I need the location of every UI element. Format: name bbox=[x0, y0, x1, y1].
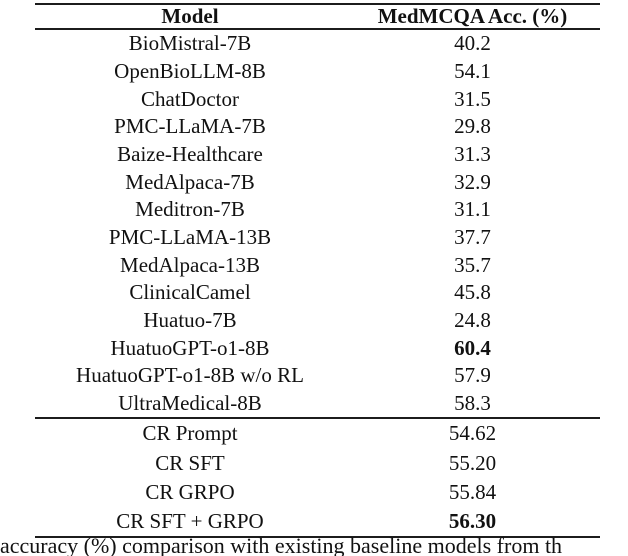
table-row: PMC-LLaMA-7B 29.8 bbox=[35, 113, 600, 141]
accuracy-cell: 54.1 bbox=[454, 59, 491, 83]
table-row: OpenBioLLM-8B 54.1 bbox=[35, 58, 600, 86]
table-row: CR SFT + GRPO 56.30 bbox=[35, 507, 600, 536]
model-cell: CR SFT + GRPO bbox=[116, 508, 264, 533]
table-row: MedAlpaca-13B 35.7 bbox=[35, 251, 600, 279]
accuracy-cell: 31.5 bbox=[454, 86, 491, 111]
model-cell: HuatuoGPT-o1-8B w/o RL bbox=[76, 363, 304, 388]
table-top-rule bbox=[35, 3, 600, 5]
model-cell: MedAlpaca-7B bbox=[125, 169, 255, 194]
model-cell: CR GRPO bbox=[145, 479, 235, 504]
cr-models-group: CR Prompt 54.62 CR SFT 55.20 CR GRPO 55.84 CR … bbox=[35, 419, 600, 535]
column-header-accuracy: MedMCQA Acc. (%) bbox=[377, 4, 568, 28]
table-row: ChatDoctor 31.5 bbox=[35, 85, 600, 113]
model-cell: OpenBioLLM-8B bbox=[114, 59, 266, 83]
table-row: ClinicalCamel 45.8 bbox=[35, 279, 600, 307]
table-header-row: Model MedMCQA Acc. (%) bbox=[35, 5, 600, 28]
table-row: HuatuoGPT-o1-8B w/o RL 57.9 bbox=[35, 362, 600, 390]
accuracy-cell: 31.3 bbox=[454, 142, 491, 167]
model-cell: MedAlpaca-13B bbox=[120, 252, 260, 277]
accuracy-cell: 60.4 bbox=[454, 335, 491, 360]
accuracy-cell: 55.84 bbox=[448, 479, 497, 504]
accuracy-cell: 40.2 bbox=[454, 31, 491, 56]
table-row: CR Prompt 54.62 bbox=[35, 419, 600, 448]
table-row: HuatuoGPT-o1-8B 60.4 bbox=[35, 334, 600, 362]
table-row: MedAlpaca-7B 32.9 bbox=[35, 168, 600, 196]
section-divider-rule bbox=[35, 417, 600, 420]
figure-caption: accuracy (%) comparison with existing ba… bbox=[0, 535, 563, 556]
model-cell: PMC-LLaMA-13B bbox=[108, 225, 272, 250]
model-cell: BioMistral-7B bbox=[128, 31, 252, 56]
model-cell: Meditron-7B bbox=[135, 197, 245, 222]
accuracy-cell: 32.9 bbox=[454, 169, 491, 194]
table-row: BioMistral-7B 40.2 bbox=[35, 30, 600, 58]
model-cell: UltraMedical-8B bbox=[118, 391, 262, 416]
model-cell: HuatuoGPT-o1-8B bbox=[110, 335, 270, 360]
accuracy-cell: 24.8 bbox=[454, 308, 491, 333]
accuracy-cell: 58.3 bbox=[454, 391, 491, 416]
model-cell: ClinicalCamel bbox=[129, 280, 251, 305]
table-row: UltraMedical-8B 58.3 bbox=[35, 390, 600, 418]
results-table: Model MedMCQA Acc. (%) BioMistral-7B 40.2… bbox=[35, 0, 600, 538]
header-divider-rule bbox=[35, 28, 600, 30]
model-cell: PMC-LLaMA-7B bbox=[114, 114, 266, 139]
table-bottom-rule bbox=[35, 535, 600, 538]
model-cell: CR Prompt bbox=[142, 421, 238, 446]
model-cell: ChatDoctor bbox=[141, 86, 239, 111]
accuracy-cell: 31.1 bbox=[454, 197, 491, 222]
table-row: CR SFT 55.20 bbox=[35, 449, 600, 478]
accuracy-cell: 37.7 bbox=[454, 225, 491, 250]
accuracy-cell: 35.7 bbox=[454, 252, 491, 277]
model-cell: CR SFT bbox=[155, 450, 225, 475]
accuracy-cell: 55.20 bbox=[448, 450, 497, 475]
accuracy-cell: 29.8 bbox=[454, 114, 491, 139]
accuracy-cell: 54.62 bbox=[448, 421, 497, 446]
accuracy-cell: 57.9 bbox=[454, 363, 491, 388]
model-cell: Baize-Healthcare bbox=[117, 142, 263, 167]
table-row: CR GRPO 55.84 bbox=[35, 478, 600, 507]
table-row: Baize-Healthcare 31.3 bbox=[35, 141, 600, 169]
table-row: Huatuo-7B 24.8 bbox=[35, 307, 600, 335]
baseline-models-group: BioMistral-7B 40.2 OpenBioLLM-8B 54.1 ChatDo… bbox=[35, 30, 600, 417]
column-header-model: Model bbox=[161, 4, 219, 28]
table-row: Meditron-7B 31.1 bbox=[35, 196, 600, 224]
model-cell: Huatuo-7B bbox=[143, 308, 237, 333]
table-row: PMC-LLaMA-13B 37.7 bbox=[35, 224, 600, 252]
accuracy-cell: 56.30 bbox=[448, 508, 497, 533]
accuracy-cell: 45.8 bbox=[454, 280, 491, 305]
